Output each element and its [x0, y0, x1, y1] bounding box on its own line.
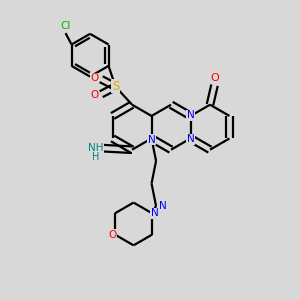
Text: S: S: [112, 80, 119, 93]
Text: Cl: Cl: [60, 21, 71, 31]
Text: N: N: [187, 110, 194, 120]
Text: N: N: [159, 201, 167, 211]
Text: NH: NH: [88, 142, 104, 153]
Text: N: N: [151, 208, 158, 218]
Text: O: O: [109, 230, 117, 240]
Text: O: O: [90, 90, 99, 100]
Text: N: N: [187, 134, 194, 144]
Text: H: H: [92, 152, 100, 162]
Text: N: N: [148, 135, 155, 145]
Text: O: O: [90, 73, 99, 83]
Text: O: O: [210, 73, 219, 83]
